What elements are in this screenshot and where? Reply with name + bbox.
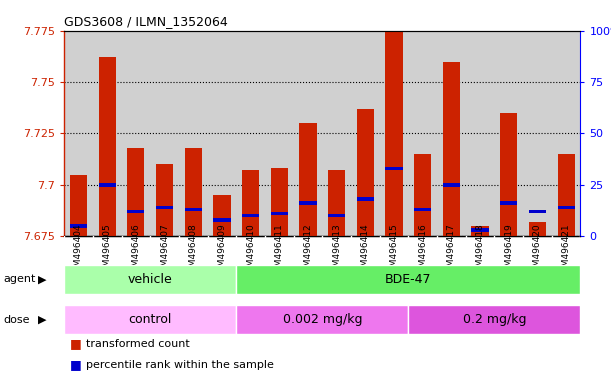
Bar — [98, 58, 116, 236]
Bar — [70, 224, 87, 228]
Text: GSM496406: GSM496406 — [131, 223, 141, 278]
Text: ■: ■ — [70, 337, 82, 350]
Text: GSM496420: GSM496420 — [533, 223, 542, 278]
Text: ▶: ▶ — [38, 314, 46, 325]
Bar — [127, 148, 144, 236]
Bar — [156, 205, 173, 209]
Text: GSM496413: GSM496413 — [332, 223, 341, 278]
Text: transformed count: transformed count — [86, 339, 189, 349]
Bar — [64, 265, 236, 294]
Text: GSM496417: GSM496417 — [447, 223, 456, 278]
Bar — [386, 31, 403, 236]
Text: GSM496418: GSM496418 — [475, 223, 485, 278]
Text: percentile rank within the sample: percentile rank within the sample — [86, 360, 273, 370]
Text: GSM496415: GSM496415 — [389, 223, 398, 278]
Bar — [472, 228, 489, 232]
Text: GSM496414: GSM496414 — [361, 223, 370, 278]
Text: GSM496416: GSM496416 — [418, 223, 427, 278]
Bar — [408, 305, 580, 334]
Text: dose: dose — [3, 314, 29, 325]
Bar — [236, 305, 408, 334]
Text: GSM496404: GSM496404 — [74, 223, 83, 278]
Text: GSM496407: GSM496407 — [160, 223, 169, 278]
Bar — [328, 170, 345, 236]
Text: 0.2 mg/kg: 0.2 mg/kg — [463, 313, 526, 326]
Bar — [213, 195, 230, 236]
Text: ■: ■ — [70, 358, 82, 371]
Text: 0.002 mg/kg: 0.002 mg/kg — [282, 313, 362, 326]
Text: GSM496411: GSM496411 — [275, 223, 284, 278]
Bar — [98, 183, 116, 187]
Bar — [242, 170, 259, 236]
Bar — [500, 113, 518, 236]
Bar — [236, 265, 580, 294]
Text: GSM496412: GSM496412 — [304, 223, 312, 278]
Bar — [557, 154, 575, 236]
Bar — [472, 226, 489, 236]
Text: GSM496419: GSM496419 — [504, 223, 513, 278]
Bar — [127, 210, 144, 214]
Bar — [213, 218, 230, 222]
Bar — [357, 197, 374, 201]
Bar — [299, 123, 316, 236]
Text: GSM496421: GSM496421 — [562, 223, 571, 278]
Bar — [357, 109, 374, 236]
Bar — [414, 154, 431, 236]
Bar — [414, 208, 431, 211]
Bar — [443, 61, 460, 236]
Text: GDS3608 / ILMN_1352064: GDS3608 / ILMN_1352064 — [64, 15, 228, 28]
Bar — [500, 202, 518, 205]
Bar — [529, 210, 546, 214]
Bar — [185, 208, 202, 211]
Bar — [386, 167, 403, 170]
Text: GSM496405: GSM496405 — [103, 223, 112, 278]
Text: BDE-47: BDE-47 — [385, 273, 431, 286]
Text: vehicle: vehicle — [128, 273, 172, 286]
Bar — [557, 205, 575, 209]
Text: GSM496409: GSM496409 — [218, 223, 227, 278]
Bar — [328, 214, 345, 217]
Bar — [271, 168, 288, 236]
Text: ▶: ▶ — [38, 274, 46, 285]
Bar — [156, 164, 173, 236]
Bar — [70, 174, 87, 236]
Text: GSM496408: GSM496408 — [189, 223, 198, 278]
Bar — [529, 222, 546, 236]
Bar — [443, 183, 460, 187]
Text: control: control — [128, 313, 172, 326]
Bar — [242, 214, 259, 217]
Bar — [299, 202, 316, 205]
Bar — [64, 305, 236, 334]
Bar — [271, 212, 288, 215]
Text: agent: agent — [3, 274, 35, 285]
Bar — [185, 148, 202, 236]
Text: GSM496410: GSM496410 — [246, 223, 255, 278]
